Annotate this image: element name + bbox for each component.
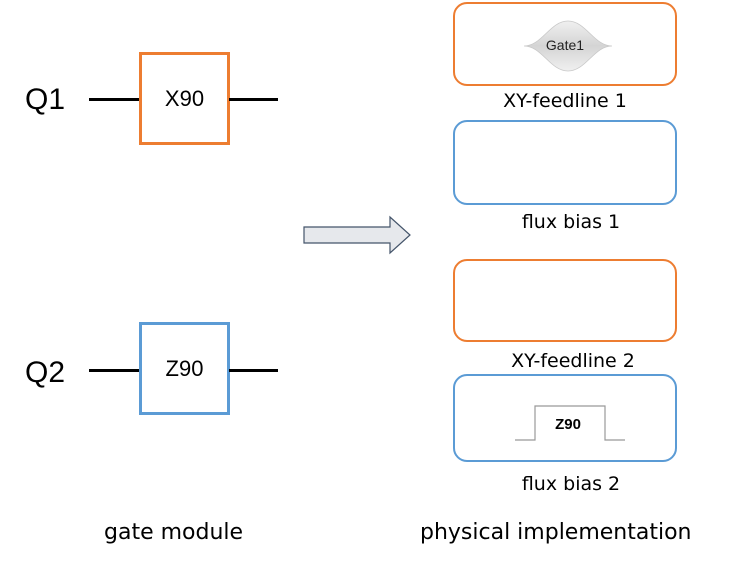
qubit-wire-q1-right <box>229 98 278 101</box>
qubit-wire-q1-left <box>89 98 141 101</box>
square-pulse-icon <box>515 405 625 441</box>
right-arrow-icon <box>303 215 411 255</box>
channel-flux-bias-2[interactable]: Z90 <box>453 374 677 462</box>
qubit-wire-q2-right <box>229 369 278 372</box>
channel-label-xy-feedline-2: XY-feedline 2 <box>511 350 635 372</box>
gate-x90[interactable]: X90 <box>139 52 230 145</box>
channel-label-flux-bias-1: flux bias 1 <box>521 211 621 233</box>
qubit-label-q2: Q2 <box>25 356 66 389</box>
z90-pulse-label: Z90 <box>555 416 581 433</box>
gate-z90[interactable]: Z90 <box>139 322 230 415</box>
channel-xy-feedline-1[interactable]: Gate1 <box>453 2 677 86</box>
channel-label-xy-feedline-1: XY-feedline 1 <box>503 90 627 112</box>
gaussian-pulse-icon <box>523 20 613 72</box>
channel-label-flux-bias-2: flux bias 2 <box>521 473 621 495</box>
qubit-wire-q2-left <box>89 369 141 372</box>
channel-xy-feedline-2[interactable] <box>453 259 677 342</box>
gate-x90-label: X90 <box>164 85 205 111</box>
gate-module-caption: gate module <box>104 520 244 545</box>
qubit-label-q1: Q1 <box>25 83 66 116</box>
physical-implementation-caption: physical implementation <box>420 520 692 545</box>
channel-flux-bias-1[interactable] <box>453 120 677 205</box>
gate-z90-label: Z90 <box>165 355 204 381</box>
gate1-pulse-label: Gate1 <box>545 37 585 53</box>
